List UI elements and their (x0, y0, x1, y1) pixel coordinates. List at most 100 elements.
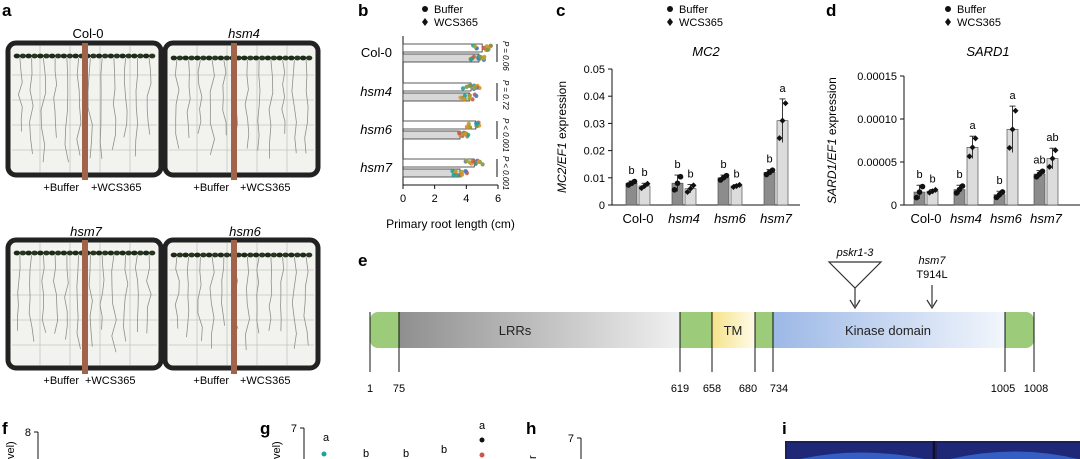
legend-buffer: Buffer (679, 4, 708, 16)
significance-letter: b (956, 169, 962, 181)
seedling-leaf (188, 55, 195, 61)
seedling-leaf (270, 55, 278, 61)
y-tick-label: 0.03 (584, 118, 605, 130)
data-point (972, 135, 979, 142)
seedling-leaf (101, 53, 109, 59)
panel-letter-a: a (2, 1, 12, 20)
arrow-down-icon (849, 299, 861, 310)
data-point (674, 180, 681, 187)
domain-label-tm: TM (724, 323, 743, 338)
significance-letter: ab (1046, 132, 1058, 144)
category-label: hsm7 (760, 211, 793, 226)
root-line (64, 57, 69, 163)
plate-title-col0: Col-0 (72, 26, 103, 41)
seedling-leaf (194, 55, 201, 61)
ytick-label: 7 (568, 433, 574, 445)
data-point (779, 117, 786, 124)
seedling-leaf (235, 55, 242, 61)
plate-label-wcs: +WCS365 (85, 375, 135, 387)
seedling-leaf (90, 250, 97, 256)
data-point (690, 182, 697, 189)
y-tick-label: 0.00005 (857, 157, 897, 169)
root-line (280, 256, 285, 332)
significance-letter: a (323, 432, 330, 444)
seedling-leaf (252, 252, 260, 258)
legend-buffer-marker (422, 6, 428, 12)
data-point (671, 186, 678, 193)
arrow-down-icon (926, 299, 938, 310)
data-point (485, 47, 490, 53)
seedling-leaf (194, 252, 201, 258)
seedling-leaf (125, 250, 132, 256)
data-point (966, 153, 973, 160)
panel-a: Col-0 hsm4 hsm7 hsm6 +Buffer +WCS365 +Bu… (5, 26, 321, 387)
plate-title-hsm6: hsm6 (229, 224, 262, 239)
significance-letter: b (641, 167, 647, 179)
root-line (87, 57, 93, 159)
data-point (476, 159, 481, 164)
data-point (462, 96, 467, 101)
root-line (222, 59, 227, 136)
seedling-leaf (54, 250, 62, 256)
data-point (464, 124, 469, 129)
data-point (631, 178, 638, 185)
seedling-leaf (205, 55, 213, 61)
plate-label-wcs: +WCS365 (240, 182, 290, 194)
category-label: hsm4 (360, 84, 392, 99)
root-line (53, 254, 59, 334)
data-point (932, 186, 939, 193)
data-point (769, 167, 776, 173)
plate-divider-bar (82, 43, 88, 180)
bar-buffer (402, 82, 472, 92)
seedling-leaf (101, 250, 109, 256)
plate-label-wcs: +WCS365 (91, 182, 141, 194)
legend-wcs: WCS365 (957, 17, 1001, 29)
data-point (999, 189, 1006, 195)
seedling-leaf (170, 55, 178, 61)
x-tick-label: 4 (463, 193, 469, 205)
seedling-leaf (142, 53, 150, 59)
y-tick-label: 0.04 (584, 91, 605, 103)
seedling-leaf (54, 53, 62, 59)
significance-letter: ab (1033, 155, 1045, 167)
seedling-leaf (200, 55, 207, 61)
data-point (776, 135, 783, 142)
position-label: 1 (367, 383, 373, 395)
seedling-leaf (294, 55, 301, 61)
y-axis-label: MC2/EF1 expression (555, 81, 569, 193)
panel-letter-f: f (2, 419, 8, 438)
seedling-leaf (113, 53, 121, 59)
seedling-leaf (264, 55, 272, 61)
bar-buffer (402, 158, 475, 168)
seedling-leaf (182, 252, 189, 258)
category-label: hsm7 (1030, 211, 1063, 226)
legend-buffer-marker (667, 6, 673, 12)
plate-divider-bar (82, 240, 88, 374)
yaxis-label: r (527, 455, 539, 459)
seedling-leaf (294, 252, 301, 258)
data-point (467, 93, 472, 98)
plate-label-buffer: +Buffer (193, 182, 229, 194)
category-label: hsm4 (950, 211, 982, 226)
seedling-leaf (90, 53, 97, 59)
significance-letter: b (674, 159, 680, 171)
data-point (1039, 168, 1046, 175)
data-point (969, 144, 976, 151)
seedling-leaf (217, 55, 225, 61)
data-point (457, 131, 462, 136)
y-tick-label: 0.02 (584, 146, 605, 158)
panel-h-chart: 7 r (527, 433, 582, 459)
data-point (913, 194, 920, 201)
data-point (1049, 155, 1056, 162)
data-point (471, 159, 476, 164)
position-label: 1008 (1024, 383, 1048, 395)
root-line (123, 254, 129, 342)
position-label: 734 (770, 383, 788, 395)
root-line (17, 57, 23, 132)
legend-wcs-marker (667, 18, 673, 26)
significance-letter: b (929, 174, 935, 186)
seedling-leaf (282, 55, 289, 61)
data-point (644, 180, 651, 187)
significance-letter: b (766, 154, 772, 166)
significance-letter: b (441, 444, 447, 456)
